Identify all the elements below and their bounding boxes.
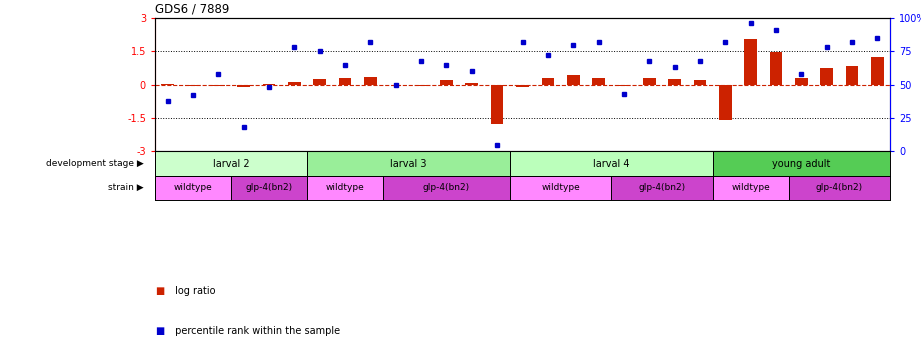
Bar (288, 82, 301, 85)
Bar (440, 80, 453, 85)
Text: wildtype: wildtype (174, 183, 213, 192)
Bar (364, 77, 377, 85)
Bar (592, 78, 605, 85)
Text: young adult: young adult (772, 159, 831, 169)
Bar (383, 176, 510, 200)
Text: wildtype: wildtype (542, 183, 580, 192)
Bar (566, 75, 579, 85)
Bar (510, 176, 612, 200)
Bar (542, 77, 554, 85)
Text: larval 3: larval 3 (391, 159, 426, 169)
Bar (618, 85, 630, 86)
Text: GDS6 / 7889: GDS6 / 7889 (155, 2, 229, 15)
Text: larval 4: larval 4 (593, 159, 629, 169)
Bar (719, 85, 731, 120)
Bar (231, 176, 307, 200)
Bar (491, 85, 504, 124)
Bar (307, 176, 383, 200)
Text: glp-4(bn2): glp-4(bn2) (816, 183, 863, 192)
Bar (155, 176, 231, 200)
Text: glp-4(bn2): glp-4(bn2) (638, 183, 685, 192)
Bar (187, 85, 199, 86)
Bar (262, 84, 275, 85)
Text: glp-4(bn2): glp-4(bn2) (246, 183, 293, 192)
Text: percentile rank within the sample: percentile rank within the sample (171, 326, 340, 336)
Bar (155, 151, 307, 176)
Bar (871, 57, 883, 85)
Bar (510, 151, 713, 176)
Text: development stage ▶: development stage ▶ (46, 159, 144, 168)
Bar (339, 78, 352, 85)
Bar (845, 66, 858, 85)
Bar (414, 85, 427, 86)
Bar (744, 39, 757, 85)
Text: log ratio: log ratio (171, 286, 216, 296)
Bar (212, 85, 225, 86)
Bar (821, 68, 833, 85)
Bar (713, 176, 788, 200)
Bar (313, 79, 326, 85)
Text: wildtype: wildtype (731, 183, 770, 192)
Text: ■: ■ (155, 326, 164, 336)
Bar (643, 79, 656, 85)
Bar (465, 83, 478, 85)
Bar (694, 80, 706, 85)
Bar (669, 79, 681, 85)
Bar (795, 79, 808, 85)
Bar (238, 85, 250, 87)
Bar (788, 176, 890, 200)
Bar (713, 151, 890, 176)
Text: wildtype: wildtype (326, 183, 365, 192)
Text: ■: ■ (155, 286, 164, 296)
Text: strain ▶: strain ▶ (109, 183, 144, 192)
Bar (516, 85, 529, 87)
Bar (307, 151, 510, 176)
Text: larval 2: larval 2 (213, 159, 250, 169)
Text: glp-4(bn2): glp-4(bn2) (423, 183, 470, 192)
Bar (161, 84, 174, 85)
Bar (612, 176, 713, 200)
Bar (770, 52, 782, 85)
